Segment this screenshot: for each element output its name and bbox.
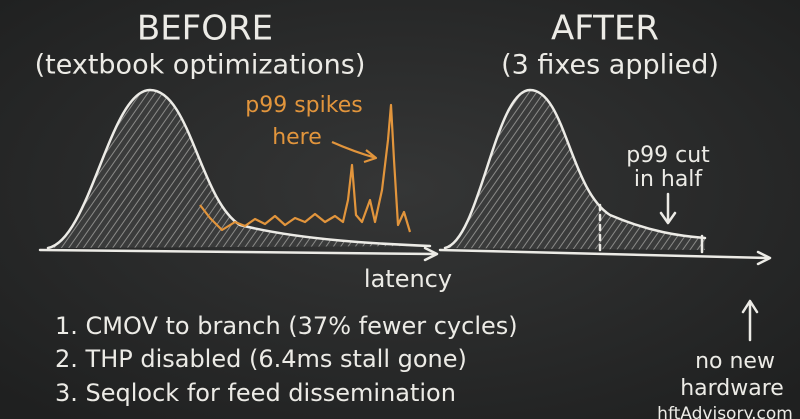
axis-label: latency	[364, 265, 452, 293]
after-axis	[438, 248, 770, 260]
before-axis-arrow	[423, 246, 439, 262]
after-subtitle: (3 fixes applied)	[501, 50, 719, 81]
before-curve	[46, 88, 432, 250]
after-axis-arrow	[756, 250, 772, 266]
after-annotation: p99 cut	[626, 143, 710, 168]
after-curve	[443, 88, 707, 250]
before-annotation: p99 spikes	[245, 93, 362, 118]
before-latency-noise	[199, 103, 412, 233]
before-annotation: here	[272, 125, 322, 150]
annotation-arrow	[331, 140, 378, 164]
after-annotation: in half	[634, 167, 704, 192]
after-fill	[445, 90, 705, 250]
fix-item: 2. THP disabled (6.4ms stall gone)	[55, 345, 467, 373]
note-arrow	[741, 299, 759, 342]
fix-item: 1. CMOV to branch (37% fewer cycles)	[55, 312, 518, 340]
before-title: BEFORE	[137, 9, 273, 49]
after-annotation-arrow	[659, 192, 677, 225]
watermark: hftAdvisory.com	[657, 404, 793, 419]
before-fill	[48, 90, 430, 248]
after-title: AFTER	[551, 9, 659, 49]
note: hardware	[680, 376, 784, 401]
before-subtitle: (textbook optimizations)	[35, 50, 366, 81]
note: no new	[695, 349, 775, 374]
fix-item: 3. Seqlock for feed dissemination	[55, 379, 456, 407]
before-axis	[38, 248, 437, 256]
